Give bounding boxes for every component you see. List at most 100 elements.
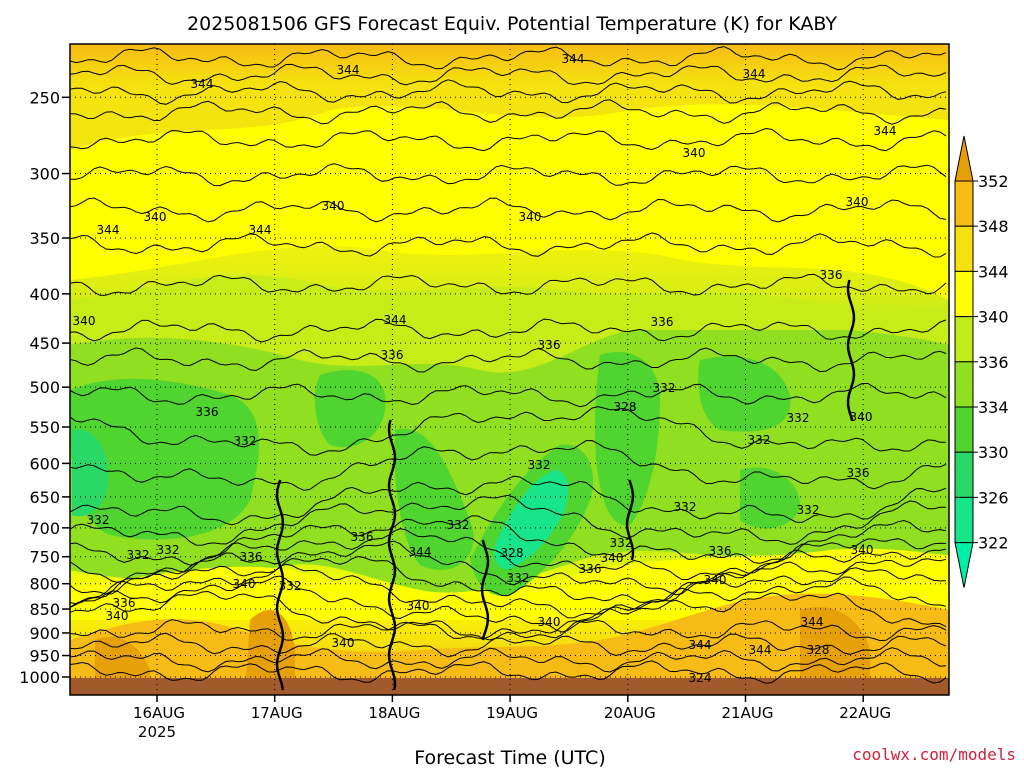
- colorbar-segment: [954, 406, 974, 453]
- contour-line: [70, 347, 947, 373]
- contour-label-text: 332: [279, 579, 302, 593]
- contour-label-text: 340: [233, 577, 256, 591]
- contour-label-text: 328: [807, 643, 830, 657]
- green-pocket-southeast: [740, 467, 800, 529]
- y-tick-label: 900: [29, 624, 60, 643]
- credit-text: coolwx.com/models: [852, 745, 1016, 764]
- x-tick-label: 20AUG: [604, 704, 656, 722]
- x-tick-label: 18AUG: [368, 704, 420, 722]
- contour-line: [70, 127, 947, 152]
- contour-label-text: 340: [683, 146, 706, 160]
- green-pocket-west: [70, 378, 259, 540]
- contour-label-text: 340: [322, 199, 345, 213]
- y-tick-label: 750: [29, 548, 60, 567]
- colorbar-segment: [954, 361, 974, 408]
- contour-label-text: 332: [797, 503, 820, 517]
- contour-label-text: 344: [562, 52, 585, 66]
- contour-label-text: 336: [351, 530, 374, 544]
- contour-label-text: 332: [447, 518, 470, 532]
- contour-label: 344: [749, 643, 772, 657]
- contour-label-text: 344: [749, 643, 772, 657]
- colorbar-top-arrow: [954, 135, 974, 182]
- contour-label-text: 340: [851, 543, 874, 557]
- x-axis-label: Forecast Time (UTC): [414, 747, 605, 768]
- contour-line: [70, 439, 947, 491]
- upper-yellow-band: [70, 104, 949, 300]
- contour-label: 332: [87, 513, 110, 527]
- contour-label-text: 344: [689, 638, 712, 652]
- y-tick-label: 350: [29, 229, 60, 248]
- colorbar-label: 334: [978, 398, 1009, 417]
- contour-label: 340: [322, 199, 345, 213]
- colorbar-label: 352: [978, 172, 1009, 191]
- contour-label: 332: [653, 381, 676, 395]
- contour-label-text: 332: [127, 548, 150, 562]
- contour-label: 340: [233, 577, 256, 591]
- x-tick-label: 22AUG: [839, 704, 891, 722]
- contour-label: 344: [191, 77, 214, 91]
- contour-label-text: 340: [519, 210, 542, 224]
- contour-label: 336: [847, 466, 870, 480]
- x-tick-label: 17AUG: [251, 704, 303, 722]
- y-tick-label: 400: [29, 285, 60, 304]
- contour-label-text: 332: [87, 513, 110, 527]
- y-tick-label: 650: [29, 488, 60, 507]
- contour-label-text: 332: [610, 536, 633, 550]
- contour-label: 336: [196, 405, 219, 419]
- contour-line: [70, 163, 947, 187]
- y-axis: 250 300 350 400 450 500 550 600 650 700 750 800 850 9…: [19, 88, 70, 687]
- contour-label-text: 328: [614, 400, 637, 414]
- contour-line: [70, 79, 947, 105]
- grid-lines: [70, 44, 949, 695]
- contour-label: 336: [381, 348, 404, 362]
- contour-label: 332: [674, 500, 697, 514]
- y-tick-label: 250: [29, 88, 60, 107]
- contour-line: [70, 555, 947, 605]
- contour-label-text: 336: [113, 596, 136, 610]
- contour-label: 336: [240, 550, 263, 564]
- contour-label-text: 336: [240, 550, 263, 564]
- colorbar-label: 344: [978, 262, 1009, 281]
- y-tick-label: 950: [29, 647, 60, 666]
- contour-label-text: 344: [743, 67, 766, 81]
- contour-label-text: 336: [579, 562, 602, 576]
- contour-label: 336: [579, 562, 602, 576]
- contour-label-text: 328: [501, 546, 524, 560]
- contour-label: 344: [562, 52, 585, 66]
- contour-label-text: 340: [73, 314, 96, 328]
- contour-label: 336: [538, 338, 561, 352]
- contour-label: 324: [689, 671, 712, 685]
- contour-label-text: 332: [787, 411, 810, 425]
- contour-label-text: 340: [704, 573, 727, 587]
- colorbar-segment: [954, 496, 974, 544]
- contour-label-text: 344: [409, 545, 432, 559]
- contour-label: 332: [528, 458, 551, 472]
- contour-label-text: 336: [381, 348, 404, 362]
- contour-label-text: 344: [337, 63, 360, 77]
- contour-label: 344: [801, 615, 824, 629]
- yellow-low-band: [70, 548, 949, 620]
- shaded-regions: [70, 104, 949, 695]
- contour-label: 332: [787, 411, 810, 425]
- colorbar-label: 322: [978, 534, 1009, 553]
- contour-line: [70, 619, 947, 642]
- colorbar-segment: [954, 316, 974, 363]
- contour-label: 332: [447, 518, 470, 532]
- contour-label: 336: [351, 530, 374, 544]
- green-pocket-far-east: [698, 356, 791, 432]
- y-tick-label: 600: [29, 454, 60, 473]
- contour-line: [70, 494, 947, 546]
- contour-label-text: 344: [384, 313, 407, 327]
- colorbar-segment: [954, 225, 974, 272]
- contour-label: 344: [97, 223, 120, 237]
- contour-label: 332: [234, 434, 257, 448]
- contour-label-text: 332: [157, 543, 180, 557]
- contour-label: 328: [807, 643, 830, 657]
- ground-strip: [70, 678, 949, 695]
- contour-label: 344: [689, 638, 712, 652]
- contour-label-text: 344: [874, 124, 897, 138]
- contour-label: 340: [683, 146, 706, 160]
